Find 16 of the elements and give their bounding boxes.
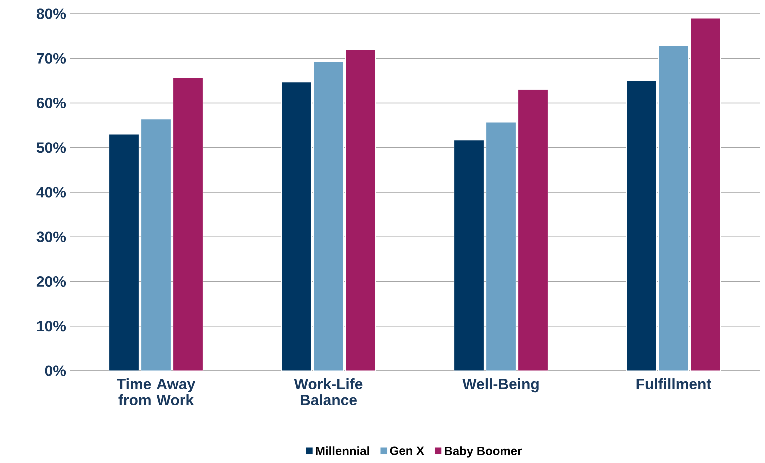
x-tick-label: Time Away from Work [117,378,196,406]
y-tick-label: 30% [36,232,66,242]
x-tick-label: Well-Being [462,378,539,393]
y-tick-label: 60% [36,98,66,109]
legend-label: Baby Boomer [445,446,522,458]
y-tick-label: 0% [45,366,66,376]
legend-label: Gen X [390,446,424,456]
y-tick-label: 40% [36,187,66,198]
x-tick-label: Work-Life Balance [294,378,363,406]
y-tick-label: 20% [36,276,66,288]
x-tick-label: Fulfillment [636,378,712,390]
y-tick-label: 50% [36,142,66,154]
y-tick-label: 10% [37,321,66,332]
y-tick-label: 80% [36,8,66,20]
y-tick-label: 70% [37,53,66,64]
legend-label: Millennial [316,446,370,456]
